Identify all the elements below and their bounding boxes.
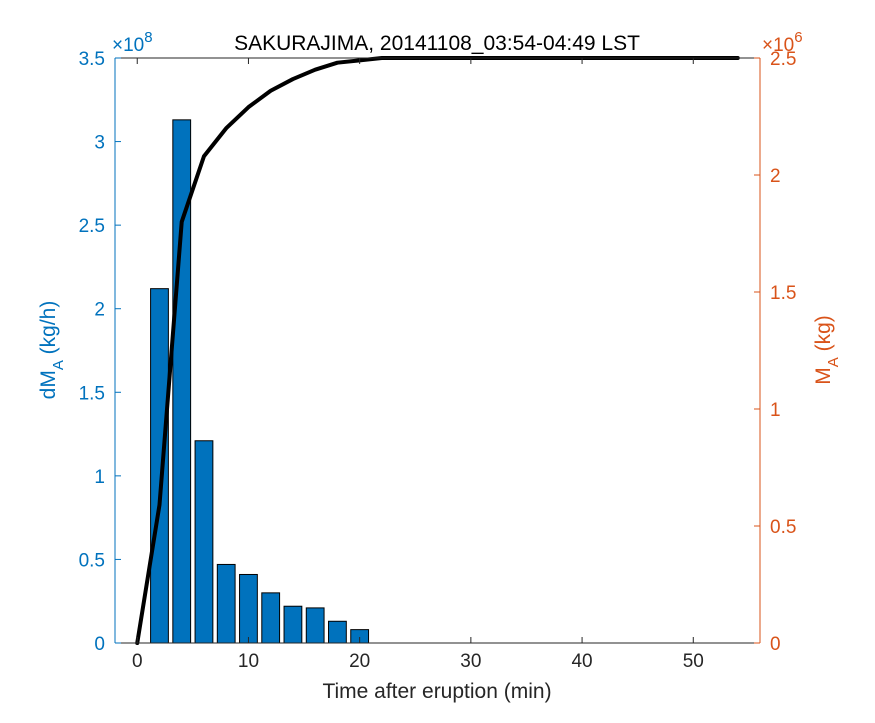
right-tick-label: 1.5 [770,283,796,304]
bar-12 [261,592,281,644]
left-tick-label: 1 [94,467,105,488]
x-tick-label: 30 [460,651,481,672]
x-ticks: 0 10 20 30 40 50 [132,58,704,672]
plot-background [115,58,760,643]
right-axis-label: MA (kg) [812,315,842,385]
left-tick-label: 3 [94,133,105,154]
bar-16 [305,607,325,644]
x-axis-label: Time after eruption (min) [322,680,551,703]
left-tick-label: 1.5 [79,383,105,404]
left-tick-label: 0.5 [79,550,105,571]
left-tick-label: 3.5 [79,49,105,70]
bar-6 [194,440,214,644]
left-ticks: 0 0.5 1 1.5 2 2.5 3 3.5 [79,49,121,655]
x-tick-label: 50 [683,651,704,672]
left-axis-label: dMA (kg/h) [37,301,67,400]
right-axis-multiplier: ×106 [762,29,803,56]
chart-title: SAKURAJIMA, 20141108_03:54-04:49 LST [234,32,640,55]
x-tick-label: 40 [571,651,592,672]
bar-10 [239,573,258,644]
bars-layer [150,119,370,644]
right-tick-label: 1 [770,400,781,421]
left-tick-label: 0 [94,634,105,655]
bar-8 [216,563,236,644]
right-tick-label: 0.5 [770,517,796,538]
right-tick-label: 2 [770,166,781,187]
left-axis-multiplier: ×108 [112,29,153,56]
x-tick-label: 0 [132,651,143,672]
bar-18 [328,620,347,644]
left-tick-label: 2.5 [79,216,105,237]
right-tick-label: 2.5 [770,49,796,70]
bar-2 [150,288,169,644]
x-tick-label: 10 [238,651,259,672]
right-ticks: 0 0.5 1 1.5 2 2.5 [754,49,796,655]
right-tick-label: 0 [770,634,781,655]
left-tick-label: 2 [94,300,105,321]
bar-14 [283,605,303,644]
x-tick-label: 20 [349,651,370,672]
